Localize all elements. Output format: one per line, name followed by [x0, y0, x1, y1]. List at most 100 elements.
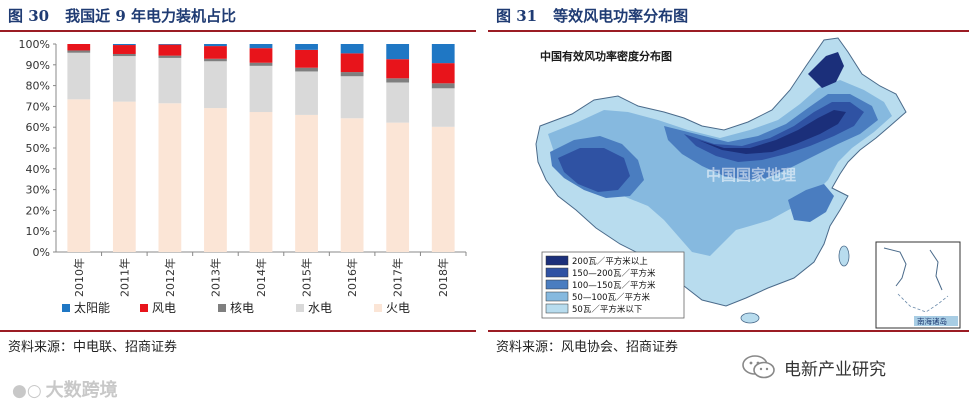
- bar-segment: [431, 88, 455, 127]
- y-tick-label: 80%: [26, 80, 50, 93]
- bar-segment: [204, 46, 227, 59]
- bar-segment: [386, 78, 410, 83]
- x-tick-label: 2011年: [117, 258, 131, 297]
- bar-segment: [158, 57, 182, 104]
- figure-31-number: 图 31: [496, 7, 538, 25]
- bar-segment: [295, 114, 318, 252]
- x-tick-label: 2014年: [254, 258, 268, 297]
- figure-30-source: 资料来源：中电联、招商证券: [8, 340, 178, 355]
- figure-31-source: 资料来源：风电协会、招商证券: [496, 340, 679, 355]
- bar-segment: [112, 44, 136, 46]
- bar-segment: [67, 52, 91, 100]
- bar-segment: [204, 61, 227, 109]
- bar-segment: [67, 99, 91, 252]
- bar-segment: [431, 126, 455, 252]
- y-tick-label: 50%: [26, 142, 50, 155]
- bar-segment: [249, 112, 273, 253]
- bar-segment: [340, 72, 364, 77]
- china-wind-map: 中国有效风功率密度分布图 中国国家地理 200瓦／平方米以上 150—200瓦／…: [488, 32, 969, 330]
- legend-label: 风电: [152, 301, 176, 315]
- x-tick-label: 2015年: [300, 258, 314, 297]
- bar-segment: [340, 76, 364, 119]
- svg-text:50—100瓦／平方米: 50—100瓦／平方米: [572, 292, 651, 303]
- legend-item-100-150: 100—150瓦／平方米: [545, 279, 656, 291]
- bar-segment: [249, 48, 273, 63]
- map-region-200-plus: [698, 52, 846, 154]
- wechat-icon: [742, 355, 776, 379]
- bar-segment: [204, 108, 227, 253]
- bar-segment: [431, 83, 455, 89]
- bar-segment: [295, 49, 318, 68]
- watermark-logo-text: 大数跨境: [45, 380, 118, 401]
- bar-segment: [340, 44, 364, 54]
- legend-swatch: [296, 304, 304, 312]
- bar-segment: [249, 44, 273, 49]
- bar-segment: [67, 50, 91, 53]
- legend-item-below-50: 50瓦／平方米以下: [545, 303, 643, 315]
- stacked-bar-chart: 0% 10% 20% 30% 40% 50% 60% 70% 80% 90% 100% 2010年 2…: [19, 38, 467, 315]
- bar-segment: [249, 62, 273, 66]
- bottom-rule: [488, 330, 969, 332]
- bar-segment: [112, 53, 136, 57]
- legend-label: 太阳能: [74, 300, 110, 315]
- svg-text:200瓦／平方米以上: 200瓦／平方米以上: [572, 256, 648, 267]
- bar-segment: [431, 44, 455, 64]
- legend-label: 核电: [230, 301, 254, 315]
- x-tick-label: 2017年: [391, 258, 405, 297]
- wechat-account-watermark: 电新产业研究: [742, 354, 886, 380]
- wechat-account-name: 电新产业研究: [784, 359, 886, 380]
- map-legend: 200瓦／平方米以上 150—200瓦／平方米 100—150瓦／平方米 50—…: [541, 251, 685, 319]
- x-tick-label: 2010年: [72, 258, 86, 297]
- figure-30-number: 图 30: [8, 7, 50, 25]
- bar-segment: [386, 59, 410, 79]
- bar-segment: [204, 44, 227, 47]
- legend-item-50-100: 50—100瓦／平方米: [545, 291, 651, 303]
- bar-segment: [67, 44, 91, 51]
- bar-segment: [112, 56, 136, 102]
- bar-segment: [112, 45, 136, 54]
- bar-segment: [295, 71, 318, 115]
- legend-swatch: [218, 304, 226, 312]
- figure-31-panel: 图 31 等效风电功率分布图 中国有效风功率密度分布图 中国国家地理 200瓦／平…: [488, 0, 969, 356]
- figure-30-title: 图 30 我国近 9 年电力装机占比: [8, 5, 236, 26]
- bar-segment: [431, 63, 455, 84]
- legend-label: 水电: [308, 301, 332, 315]
- bar-segment: [340, 53, 364, 73]
- y-tick-label: 0%: [33, 246, 50, 259]
- island-taiwan: [838, 245, 850, 267]
- map-title: 中国有效风功率密度分布图: [540, 49, 672, 63]
- legend-swatch: [374, 304, 382, 312]
- svg-text:150—200瓦／平方米: 150—200瓦／平方米: [572, 268, 656, 279]
- bar-segment: [386, 122, 410, 253]
- bar-segment: [295, 44, 318, 50]
- map-region-150-200: [558, 102, 864, 192]
- y-tick-label: 30%: [26, 184, 50, 197]
- svg-text:100—150瓦／平方米: 100—150瓦／平方米: [572, 280, 656, 291]
- bottom-rule: [0, 330, 476, 332]
- bar-segment: [204, 58, 227, 62]
- legend-item-150-200: 150—200瓦／平方米: [545, 267, 656, 279]
- figure-30-caption: 我国近 9 年电力装机占比: [65, 7, 236, 25]
- bar-segment: [295, 67, 318, 72]
- legend-swatch: [62, 304, 70, 312]
- x-tick-label: 2013年: [208, 258, 222, 297]
- svg-text:50瓦／平方米以下: 50瓦／平方米以下: [572, 304, 643, 315]
- y-tick-label: 70%: [26, 100, 50, 113]
- figure-31-caption: 等效风电功率分布图: [553, 7, 689, 25]
- x-tick-label: 2016年: [345, 258, 359, 297]
- y-tick-label: 10%: [26, 225, 50, 238]
- south-china-sea-inset: 南海诸岛: [875, 241, 961, 329]
- y-tick-label: 100%: [19, 38, 50, 51]
- x-tick-label: 2012年: [163, 258, 177, 297]
- island-hainan: [740, 312, 760, 324]
- bar-segment: [158, 44, 182, 56]
- bar-segment: [386, 82, 410, 123]
- bar-segment: [386, 44, 410, 60]
- figure-30-panel: 图 30 我国近 9 年电力装机占比 0% 10% 20% 30% 40% 50% 60% 70…: [0, 0, 476, 356]
- bar-segment: [158, 103, 182, 252]
- y-tick-label: 20%: [26, 204, 50, 217]
- bar-segment: [158, 44, 182, 45]
- bar-segment: [112, 101, 136, 252]
- x-tick-label: 2018年: [436, 258, 450, 297]
- y-tick-label: 90%: [26, 59, 50, 72]
